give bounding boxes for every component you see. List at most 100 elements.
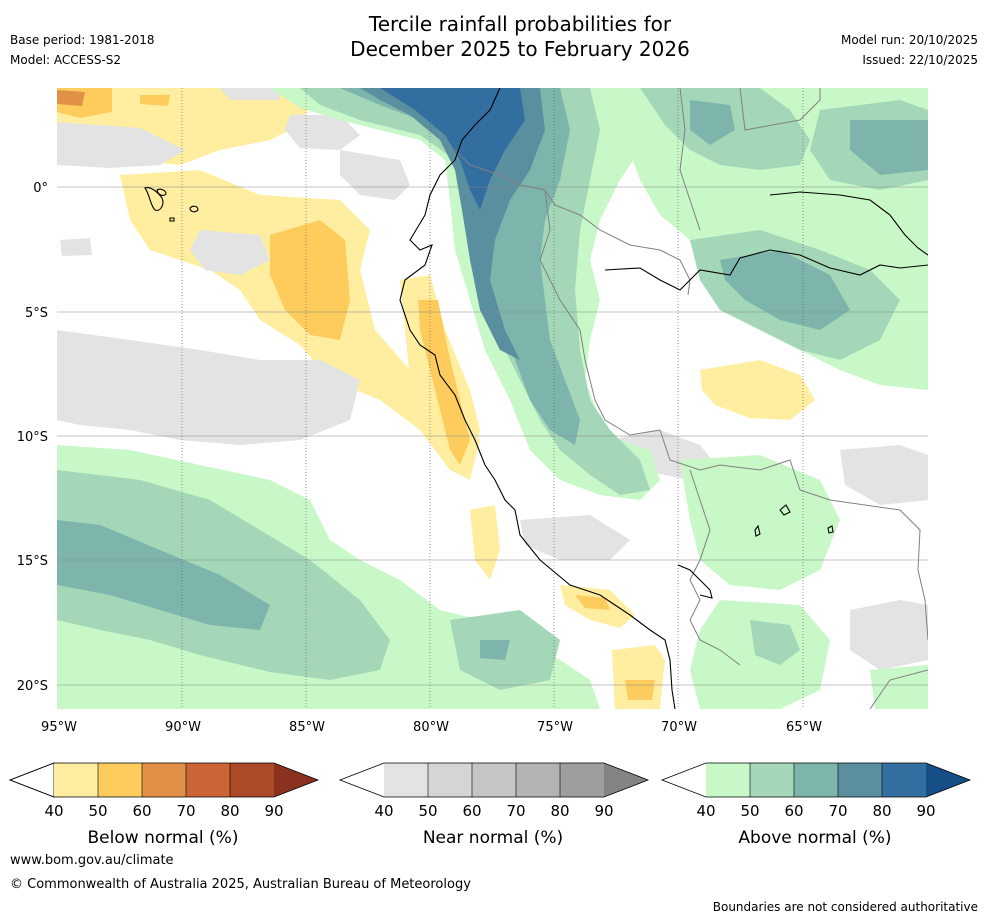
colorbar-tick-label: 50 — [88, 802, 107, 820]
near-normal-region — [840, 445, 928, 505]
peru-brazil-border — [539, 189, 661, 436]
near-normal-region — [57, 330, 360, 445]
below-normal-region — [625, 680, 655, 700]
colorbar-underflow-triangle — [340, 763, 384, 797]
colorbar-tick-label: 70 — [828, 802, 847, 820]
near-normal-region — [285, 115, 360, 150]
paraguay-border — [917, 569, 928, 641]
colorbar-swatch — [706, 763, 750, 797]
lake-outline — [827, 525, 834, 534]
above-normal-region — [720, 250, 850, 330]
colorbar-swatch — [560, 763, 604, 797]
below-normal-region — [270, 220, 350, 340]
venezuela-border — [739, 88, 821, 131]
coastline — [144, 88, 928, 709]
lat-tick-label: 20°S — [17, 679, 48, 694]
colorbar-overflow-triangle — [274, 763, 318, 797]
colorbar-swatch — [838, 763, 882, 797]
country-boundaries — [454, 88, 928, 709]
lat-tick-label: 15°S — [17, 554, 48, 569]
near-normal-region — [220, 88, 280, 100]
lon-tick-label: 65°W — [786, 720, 822, 735]
colorbar-swatch — [98, 763, 142, 797]
lon-tick-label: 75°W — [537, 720, 573, 735]
model-text: Model: ACCESS-S2 — [10, 53, 122, 67]
lake-outline — [677, 564, 713, 599]
lat-tick-label: 0° — [33, 181, 48, 196]
below-normal-region — [57, 90, 85, 106]
colorbar-tick-label: 50 — [418, 802, 437, 820]
colorbar-swatch — [516, 763, 560, 797]
colorbar-swatch — [882, 763, 926, 797]
longitude-labels: 95°W 90°W 85°W 80°W 75°W 70°W 65°W — [41, 720, 822, 735]
meta-left: Base period: 1981-2018 Model: ACCESS-S2 — [10, 30, 155, 70]
colorbar-tick-label: 40 — [696, 802, 715, 820]
lat-tick-label: 10°S — [17, 430, 48, 445]
colorbar-outline — [660, 762, 972, 798]
near-normal-region — [60, 238, 92, 256]
above-normal-region — [380, 88, 525, 210]
title-line-2: December 2025 to February 2026 — [350, 37, 690, 61]
website-link[interactable]: www.bom.gov.au/climate — [10, 853, 174, 868]
colorbar-tick-label: 90 — [916, 802, 935, 820]
galapagos-island — [144, 187, 164, 211]
galapagos-island — [169, 217, 175, 222]
colorbar-tick-label: 80 — [872, 802, 891, 820]
below-normal-region — [470, 505, 500, 580]
boundary-disclaimer: Boundaries are not considered authoritat… — [713, 900, 978, 914]
colorbar-swatch — [794, 763, 838, 797]
colorbar-tick-label: 90 — [594, 802, 613, 820]
lon-tick-label: 80°W — [413, 720, 449, 735]
northern-river-coast — [769, 191, 928, 256]
colorbar-swatch — [186, 763, 230, 797]
argentina-border — [869, 669, 928, 709]
colorbar-ticks: 40 50 60 70 80 90 — [696, 802, 935, 820]
above-normal-region — [750, 620, 800, 665]
colorbar-ticks: 40 50 60 70 80 90 — [374, 802, 613, 820]
near-normal-region — [340, 150, 410, 200]
colorbar-tick-label: 80 — [550, 802, 569, 820]
colorbar-tick-label: 40 — [44, 802, 63, 820]
above-normal-region — [690, 100, 735, 145]
near-normal-region — [520, 515, 630, 560]
near-normal-region — [190, 230, 270, 275]
above-normal-region — [480, 640, 510, 660]
near-normal-colorbar: 40 50 60 70 80 90 Near normal (%) — [338, 762, 650, 848]
galapagos-island — [156, 188, 167, 196]
colombia-ecuador-peru-border — [454, 149, 691, 296]
latitude-gridlines — [57, 186, 928, 686]
below-normal-region — [140, 95, 170, 106]
colorbar-tick-label: 60 — [784, 802, 803, 820]
above-normal-region — [57, 470, 390, 680]
colorbar-tick-label: 70 — [176, 802, 195, 820]
colorbar-dividers — [749, 763, 883, 797]
peru-bolivia-border — [689, 469, 711, 621]
below-normal-region — [700, 360, 815, 420]
colorbar-tick-label: 80 — [220, 802, 239, 820]
above-normal-region — [57, 520, 270, 630]
west-coast-south-america — [399, 88, 676, 709]
colombia-venezuela-border — [679, 88, 701, 231]
issued-text: Issued: 22/10/2025 — [862, 53, 978, 67]
colorbar-swatch — [230, 763, 274, 797]
colorbar-underflow-triangle — [8, 762, 55, 798]
probability-fields — [57, 88, 928, 709]
colorbar-swatch — [54, 763, 98, 797]
lon-tick-label: 85°W — [289, 720, 325, 735]
colorbar-title: Above normal (%) — [738, 828, 891, 848]
colorbar-tick-label: 90 — [264, 802, 283, 820]
meta-right: Model run: 20/10/2025 Issued: 22/10/2025 — [841, 30, 978, 70]
colorbar-swatch — [472, 763, 516, 797]
colorbar-ticks: 40 50 60 70 80 90 — [44, 802, 283, 820]
below-normal-region — [418, 300, 470, 465]
colorbar-tick-label: 70 — [506, 802, 525, 820]
colorbar-swatch — [384, 763, 428, 797]
colorbar-swatch — [428, 763, 472, 797]
amazon-river-coast — [604, 249, 928, 291]
colorbar-tick-label: 50 — [740, 802, 759, 820]
above-normal-region — [870, 665, 928, 709]
lake-titicaca — [754, 524, 761, 537]
colorbar-dividers — [427, 763, 561, 797]
lon-tick-label: 90°W — [165, 720, 201, 735]
